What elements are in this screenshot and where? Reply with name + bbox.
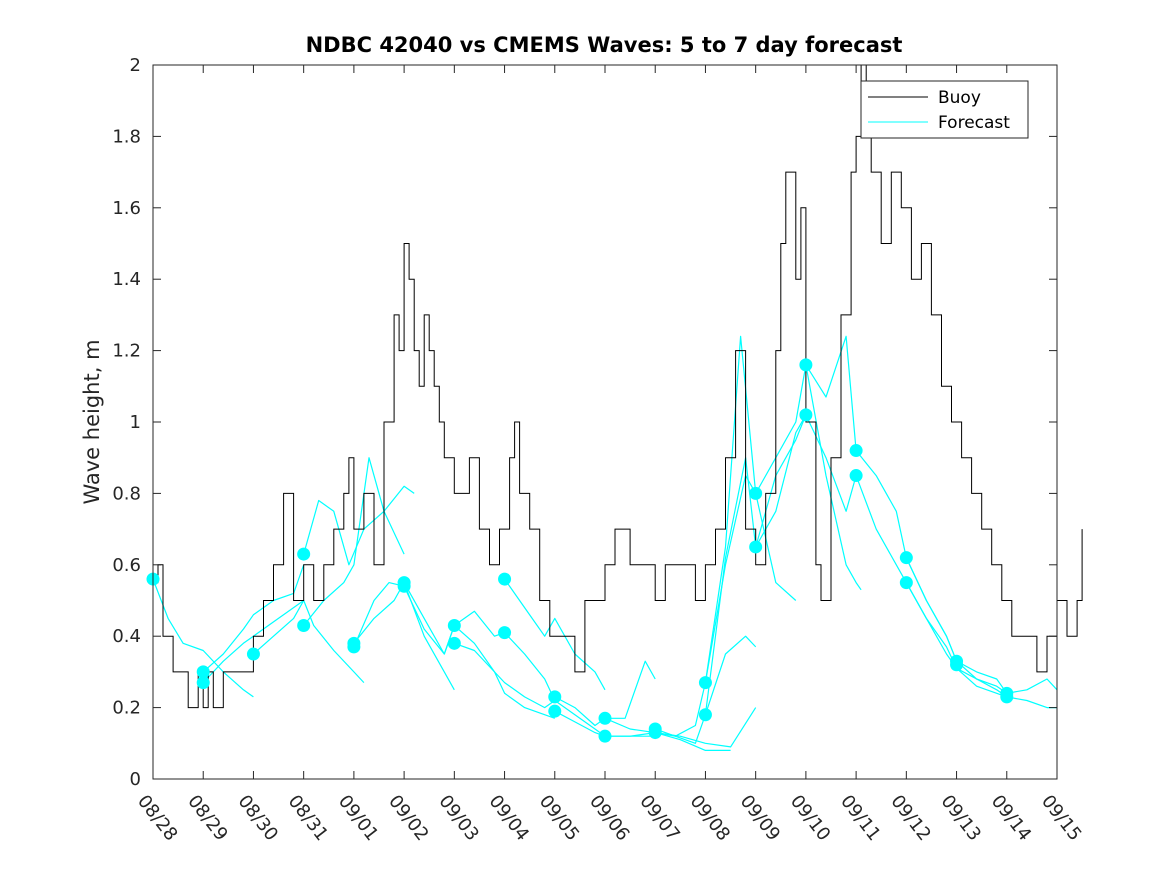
forecast-marker — [598, 729, 612, 743]
y-tick-label: 1.8 — [112, 126, 141, 147]
forecast-line — [453, 625, 556, 709]
y-tick-label: 1.6 — [112, 198, 141, 219]
legend: Buoy Forecast — [860, 80, 1029, 139]
y-tick-label: 0.2 — [112, 698, 141, 719]
forecast-marker — [548, 704, 562, 718]
forecast-marker — [397, 579, 411, 593]
forecast-marker — [799, 408, 813, 422]
plot-area — [153, 65, 1057, 779]
forecast-marker — [698, 676, 712, 690]
forecast-line — [152, 578, 254, 698]
forecast-line — [454, 642, 556, 719]
forecast-marker — [849, 469, 863, 483]
forecast-marker — [799, 358, 813, 372]
buoy-series — [153, 64, 1083, 709]
legend-buoy-label: Buoy — [938, 88, 981, 108]
forecast-line — [604, 707, 757, 748]
forecast-marker — [698, 708, 712, 722]
forecast-marker — [246, 647, 260, 661]
forecast-marker — [749, 540, 763, 554]
forecast-line — [504, 578, 606, 691]
y-tick-label: 0 — [130, 769, 141, 790]
y-tick-label: 2 — [130, 55, 141, 76]
buoy-line — [153, 64, 1083, 709]
forecast-line — [605, 731, 731, 752]
legend-forecast-label: Forecast — [938, 113, 1010, 133]
forecast-marker — [749, 486, 763, 500]
forecast-marker — [899, 551, 913, 565]
y-tick-label: 1.4 — [112, 269, 141, 290]
forecast-marker — [598, 711, 612, 725]
y-tick-label: 0.8 — [112, 483, 141, 504]
y-tick-label: 0.4 — [112, 626, 141, 647]
forecast-marker — [849, 444, 863, 458]
forecast-marker — [950, 658, 964, 672]
forecast-marker — [297, 618, 311, 632]
chart-title: NDBC 42040 vs CMEMS Waves: 5 to 7 day fo… — [306, 33, 903, 57]
forecast-marker — [196, 676, 210, 690]
y-tick-label: 1 — [130, 412, 141, 433]
forecast-marker — [548, 690, 562, 704]
y-tick-label: 0.6 — [112, 555, 141, 576]
forecast-marker — [498, 572, 512, 586]
forecast-line — [253, 599, 365, 684]
legend-box — [860, 80, 1029, 139]
forecast-marker — [347, 640, 361, 654]
forecast-line — [805, 364, 862, 591]
forecast-marker — [498, 626, 512, 640]
forecast-marker — [1000, 690, 1014, 704]
forecast-line — [704, 335, 797, 683]
y-axis-ticks: 0 0.2 0.4 0.6 0.8 1 1.2 1.4 1.6 1.8 2 — [112, 55, 1057, 790]
forecast-marker — [648, 726, 662, 740]
forecast-marker — [447, 636, 461, 650]
y-tick-label: 1.2 — [112, 341, 141, 362]
forecast-marker — [196, 665, 210, 679]
y-axis-label: Wave height, m — [80, 339, 104, 504]
forecast-marker — [447, 618, 461, 632]
forecast-markers — [146, 358, 1014, 743]
forecast-marker — [297, 547, 311, 561]
forecast-marker — [899, 576, 913, 590]
